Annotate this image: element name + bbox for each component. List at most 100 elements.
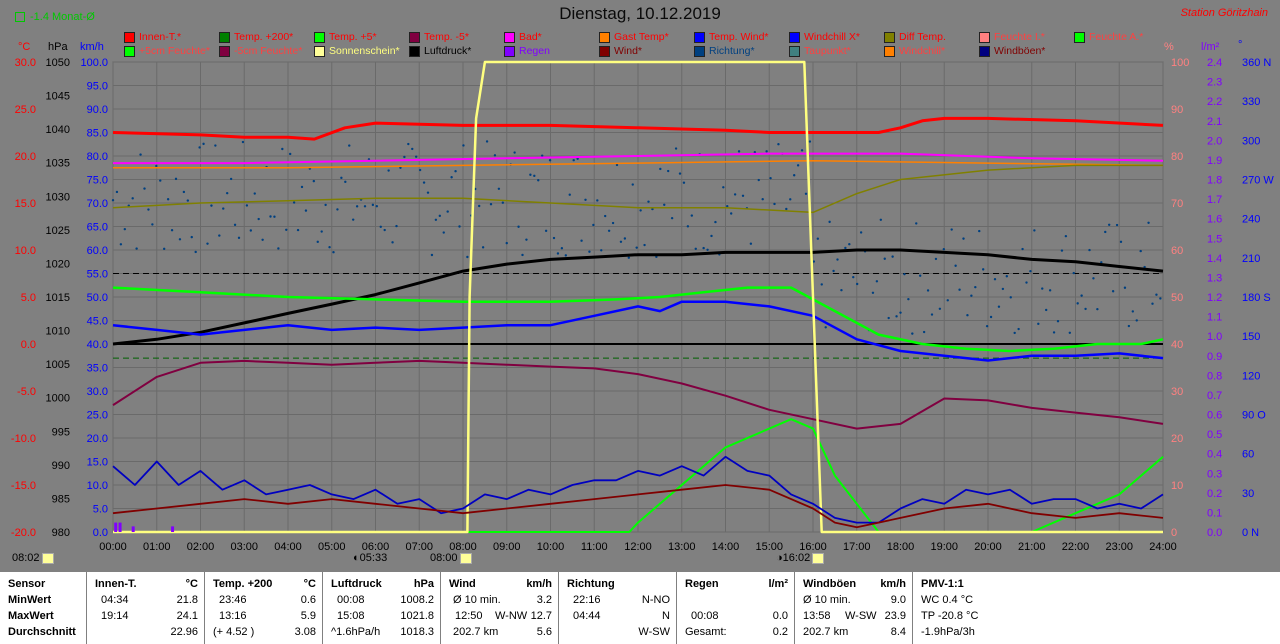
direction-dot: [233, 223, 237, 227]
direction-dot: [970, 294, 973, 297]
pressure-axis-tick: 980: [52, 527, 70, 539]
wind-axis-tick: 15.0: [87, 457, 108, 469]
direction-dot: [887, 316, 890, 320]
legend-item[interactable]: Regen: [504, 45, 550, 57]
direction-dot: [911, 332, 914, 335]
direction-dot: [895, 315, 898, 318]
direction-dot: [596, 199, 599, 202]
direction-dot: [1037, 322, 1040, 326]
sunset-marker: ◑16:02: [776, 552, 825, 564]
legend-item[interactable]: Bad*: [504, 31, 542, 43]
legend-swatch: [409, 31, 420, 43]
direction-dot: [533, 174, 536, 178]
series-line: [113, 60, 1163, 534]
direction-dot: [848, 243, 851, 246]
direction-dot: [1084, 307, 1087, 311]
direction-dot: [222, 207, 225, 210]
direction-dot: [210, 204, 213, 207]
x-tick-label: 14:00: [712, 541, 740, 553]
direction-dot: [336, 208, 339, 211]
direction-dot: [249, 229, 253, 232]
rain-axis-tick: 2.4: [1207, 57, 1222, 69]
x-tick-label: 18:00: [887, 541, 915, 553]
checkbox-icon[interactable]: [15, 12, 25, 22]
legend-item[interactable]: Windchill*: [884, 45, 945, 57]
direction-dot: [765, 150, 768, 153]
legend-item[interactable]: Innen-T.*: [124, 31, 181, 43]
legend-item[interactable]: Sonnenschein*: [314, 45, 400, 57]
monthly-average-toggle[interactable]: -1.4 Monat-Ø: [15, 11, 95, 23]
sunrise-marker: ◐05:33: [353, 552, 388, 564]
sun-half-icon: ◐: [353, 552, 360, 564]
direction-dot: [198, 146, 201, 149]
pressure-axis-tick: 990: [52, 460, 70, 472]
legend-item[interactable]: Feuchte I.*: [979, 31, 1045, 43]
direction-dot: [859, 231, 863, 234]
x-tick-label: 11:00: [581, 541, 608, 553]
legend-item[interactable]: Feuchte A.*: [1074, 31, 1143, 43]
stats-col-windboeen: Windböen km/h Ø 10 min. 9.0 13:58 W-SW 23.9 …: [795, 572, 913, 644]
legend-label: Windböen*: [994, 45, 1046, 57]
direction-dot: [981, 268, 985, 271]
legend-item[interactable]: Temp. +200*: [219, 31, 293, 43]
legend-swatch: [124, 45, 135, 57]
legend-item[interactable]: Temp. Wind*: [694, 31, 769, 43]
x-tick-label: 09:00: [493, 541, 521, 553]
rain-axis-tick: 2.1: [1207, 116, 1222, 128]
legend-item[interactable]: Windböen*: [979, 45, 1045, 57]
direction-dot: [481, 246, 485, 249]
legend-label: Regen: [519, 45, 550, 57]
direction-dot: [355, 205, 359, 208]
legend-item[interactable]: -5cm Feuchte*: [219, 45, 302, 57]
direction-dot: [584, 198, 587, 201]
direction-dot: [513, 151, 516, 154]
legend-item[interactable]: Windchill X*: [789, 31, 860, 43]
rain-bar: [114, 522, 118, 532]
stats-col-innen: Innen-T. °C 04:34 21.8 19:14 24.1 22.96: [87, 572, 205, 644]
legend-item[interactable]: Temp. +5*: [314, 31, 377, 43]
rain-axis-tick: 0.9: [1207, 351, 1222, 363]
unit-wind: km/h: [80, 41, 104, 53]
legend-swatch: [884, 45, 895, 57]
direction-dot: [186, 199, 190, 202]
legend-label: Temp. +200*: [234, 31, 294, 43]
direction-dot: [139, 153, 142, 156]
direction-dot: [214, 144, 217, 147]
rain-axis-tick: 0.6: [1207, 410, 1222, 422]
wind-axis-tick: 30.0: [87, 386, 108, 398]
direction-dot: [371, 203, 375, 207]
stats-col-temp200: Temp. +200 °C 23:46 0.6 13:16 5.9 (+ 4.52 )…: [205, 572, 323, 644]
direction-dot: [785, 207, 788, 211]
legend-item[interactable]: Taupunkt*: [789, 45, 851, 57]
sun-icon: [812, 552, 825, 564]
direction-dot: [1135, 319, 1138, 322]
pressure-axis-tick: 1010: [46, 326, 70, 338]
wind-axis-tick: 20.0: [87, 433, 108, 445]
direction-dot: [655, 255, 658, 259]
legend-item[interactable]: +5cm Feuchte*: [124, 45, 210, 57]
humidity-axis-tick: 20: [1171, 433, 1183, 445]
legend-item[interactable]: Wind*: [599, 45, 642, 57]
direction-dot: [505, 241, 508, 245]
rain-axis-tick: 0.1: [1207, 507, 1222, 519]
direction-dot: [966, 314, 969, 317]
legend-item[interactable]: Gast Temp*: [599, 31, 669, 43]
legend-item[interactable]: Diff Temp.: [884, 31, 946, 43]
series-line: [113, 418, 1164, 533]
sun-icon: [41, 552, 54, 564]
legend-item[interactable]: Temp. -5*: [409, 31, 469, 43]
x-tick-label: 16:00: [799, 541, 827, 553]
series-line: [113, 159, 1164, 169]
series-line: [112, 455, 1164, 524]
wind-axis-tick: 10.0: [87, 480, 108, 492]
sun-noon-marker: 08:00: [430, 552, 472, 564]
legend-item[interactable]: Luftdruck*: [409, 45, 471, 57]
direction-dot: [1001, 287, 1005, 291]
x-tick-label: 07:00: [405, 541, 433, 553]
direction-dot: [1013, 331, 1016, 335]
direction-dot: [840, 288, 843, 292]
series-line: [112, 164, 1163, 214]
direction-dot: [556, 252, 560, 255]
legend-item[interactable]: Richtung*: [694, 45, 755, 57]
direction-dot: [407, 142, 410, 146]
